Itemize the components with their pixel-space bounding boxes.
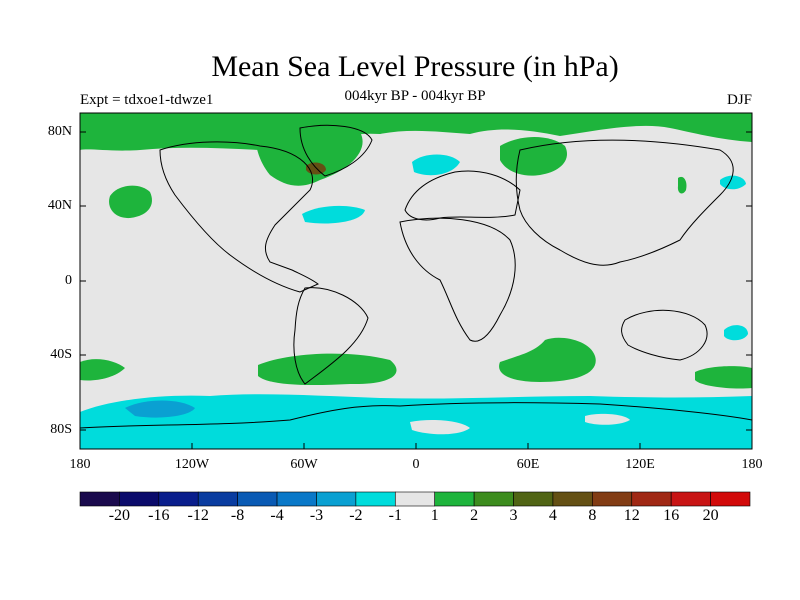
y-tick-label: 40N: [47, 198, 72, 213]
east-australia-high-region: [695, 366, 752, 389]
season-label: DJF: [726, 92, 752, 108]
south-atlantic-high-region: [258, 353, 397, 386]
coastline-asia: [515, 139, 734, 266]
north-atlantic-low-region: [302, 205, 365, 224]
scandinavia-low-region: [412, 154, 460, 176]
colorbar-swatch: [513, 491, 554, 507]
coastline-antarctica: [79, 402, 753, 429]
colorbar-swatch: [158, 491, 199, 507]
positive-anomaly-regions: [80, 113, 752, 389]
map-title: Mean Sea Level Pressure (in hPa): [211, 50, 619, 83]
colorbar-swatch: [79, 491, 120, 507]
coastlines: [79, 124, 753, 429]
colorbar-label: 3: [509, 507, 518, 524]
y-tick-label: 80S: [50, 422, 72, 437]
colorbar-label: 1: [430, 507, 439, 524]
greenland-high-region: [255, 128, 363, 186]
y-ticks: [80, 131, 752, 431]
indian-ocean-high-region: [499, 337, 596, 382]
x-tick-label: 180: [69, 457, 91, 472]
colorbar-label: -12: [187, 507, 209, 524]
colorbar-label: 2: [470, 507, 479, 524]
colorbar-label: -2: [349, 507, 363, 524]
colorbar-swatch: [473, 491, 514, 507]
colorbar-swatch: [197, 491, 238, 507]
colorbar-label: -16: [148, 507, 170, 524]
colorbar-swatch: [552, 491, 593, 507]
x-tick-label: 60W: [290, 457, 318, 472]
experiment-label: Expt = tdxoe1-tdwze1: [80, 92, 214, 108]
north-pacific-high-region: [109, 185, 152, 219]
y-tick-label: 80N: [47, 124, 72, 139]
coastline-europe: [404, 170, 521, 221]
colorbar-label: -8: [230, 507, 245, 524]
colorbar-swatch: [670, 491, 711, 507]
colorbar-label: 16: [663, 507, 680, 524]
colorbar-swatch: [276, 491, 317, 507]
y-tick-label: 40S: [50, 347, 72, 362]
colorbar-swatch: [394, 491, 436, 507]
coastline-africa: [399, 217, 516, 342]
north-pacific-low-region: [720, 175, 746, 190]
colorbar-swatch: [355, 491, 396, 507]
antarctic-deep-low-region: [125, 400, 195, 418]
colorbar-label: 8: [588, 507, 597, 524]
x-tick-label: 120W: [174, 457, 210, 472]
colorbar-swatch: [434, 491, 475, 507]
colorbar-swatch: [119, 491, 160, 507]
colorbar-label: -1: [388, 507, 402, 524]
colorbar-label: -3: [309, 507, 324, 524]
colorbar-label: 4: [548, 507, 557, 524]
x-ticks: [79, 443, 753, 449]
x-tick-label: 180: [741, 457, 763, 472]
colorbar-swatch: [710, 491, 751, 507]
antarctic-neutral-patch: [410, 420, 470, 435]
period-label: 004kyr BP - 004kyr BP: [344, 88, 486, 104]
colorbar: [79, 491, 751, 507]
antarctic-neutral-patch-east: [585, 413, 630, 425]
south-pacific-high-region: [80, 359, 125, 381]
negative-anomaly-regions: [80, 154, 752, 449]
coastline-south-america: [293, 287, 369, 385]
x-tick-label: 120E: [625, 457, 655, 472]
colorbar-swatch: [592, 491, 633, 507]
coastline-greenland: [299, 124, 373, 177]
y-tick-label: 0: [65, 273, 72, 288]
colorbar-swatch: [631, 491, 672, 507]
arctic-high-region: [80, 113, 752, 171]
colorbar-label: 20: [702, 507, 719, 524]
coastline-australia: [621, 309, 708, 361]
colorbar-swatch: [316, 491, 357, 507]
japan-high-region: [677, 176, 687, 194]
tasman-low-region: [724, 325, 748, 341]
colorbar-label: -20: [108, 507, 131, 524]
colorbar-swatch: [237, 491, 278, 507]
coastline-north-america: [159, 141, 319, 293]
colorbar-label: 12: [623, 507, 640, 524]
x-tick-label: 0: [412, 457, 420, 472]
x-tick-label: 60E: [516, 457, 540, 472]
colorbar-label: -4: [270, 507, 284, 524]
